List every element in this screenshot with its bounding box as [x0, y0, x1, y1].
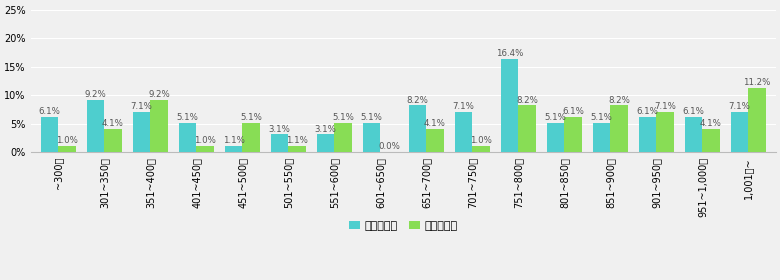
Bar	[455, 112, 472, 152]
Text: 3.1%: 3.1%	[314, 125, 336, 134]
Bar	[656, 112, 674, 152]
Text: 6.1%: 6.1%	[562, 108, 584, 116]
Text: 8.2%: 8.2%	[406, 95, 428, 104]
Bar	[639, 117, 656, 152]
Text: 9.2%: 9.2%	[85, 90, 106, 99]
Bar	[58, 146, 76, 152]
Bar	[151, 100, 168, 152]
Text: 6.1%: 6.1%	[636, 108, 658, 116]
Text: 5.1%: 5.1%	[544, 113, 566, 122]
Text: 8.2%: 8.2%	[516, 95, 538, 104]
Bar	[41, 117, 58, 152]
Bar	[731, 112, 748, 152]
Text: 3.1%: 3.1%	[268, 125, 290, 134]
Text: 0.0%: 0.0%	[378, 142, 400, 151]
Text: 1.0%: 1.0%	[194, 136, 216, 146]
Text: 11.2%: 11.2%	[743, 78, 771, 87]
Bar	[702, 129, 720, 152]
Bar	[87, 100, 105, 152]
Legend: 現在の予算, 理想の予算: 現在の予算, 理想の予算	[345, 216, 462, 235]
Text: 5.1%: 5.1%	[240, 113, 262, 122]
Bar	[179, 123, 197, 152]
Bar	[105, 129, 122, 152]
Text: 1.1%: 1.1%	[286, 136, 308, 145]
Bar	[547, 123, 564, 152]
Text: 7.1%: 7.1%	[729, 102, 750, 111]
Bar	[271, 134, 289, 152]
Bar	[243, 123, 260, 152]
Bar	[472, 146, 490, 152]
Text: 1.0%: 1.0%	[470, 136, 492, 146]
Bar	[317, 134, 335, 152]
Bar	[501, 59, 518, 152]
Bar	[363, 123, 380, 152]
Text: 7.1%: 7.1%	[452, 102, 474, 111]
Text: 5.1%: 5.1%	[176, 113, 198, 122]
Text: 16.4%: 16.4%	[496, 49, 523, 58]
Bar	[748, 88, 766, 152]
Text: 1.0%: 1.0%	[56, 136, 78, 146]
Text: 5.1%: 5.1%	[360, 113, 382, 122]
Bar	[610, 105, 628, 152]
Text: 5.1%: 5.1%	[590, 113, 612, 122]
Bar	[593, 123, 610, 152]
Text: 7.1%: 7.1%	[130, 102, 152, 111]
Text: 6.1%: 6.1%	[682, 108, 704, 116]
Text: 7.1%: 7.1%	[654, 102, 676, 111]
Text: 4.1%: 4.1%	[424, 119, 446, 128]
Bar	[289, 146, 306, 152]
Bar	[225, 146, 243, 152]
Bar	[197, 146, 214, 152]
Text: 4.1%: 4.1%	[700, 119, 722, 128]
Text: 1.1%: 1.1%	[222, 136, 244, 145]
Bar	[409, 105, 426, 152]
Bar	[685, 117, 702, 152]
Text: 4.1%: 4.1%	[102, 119, 124, 128]
Text: 5.1%: 5.1%	[332, 113, 354, 122]
Text: 8.2%: 8.2%	[608, 95, 630, 104]
Bar	[335, 123, 352, 152]
Bar	[133, 112, 151, 152]
Bar	[426, 129, 444, 152]
Text: 6.1%: 6.1%	[38, 108, 60, 116]
Bar	[518, 105, 536, 152]
Bar	[564, 117, 582, 152]
Text: 9.2%: 9.2%	[148, 90, 170, 99]
